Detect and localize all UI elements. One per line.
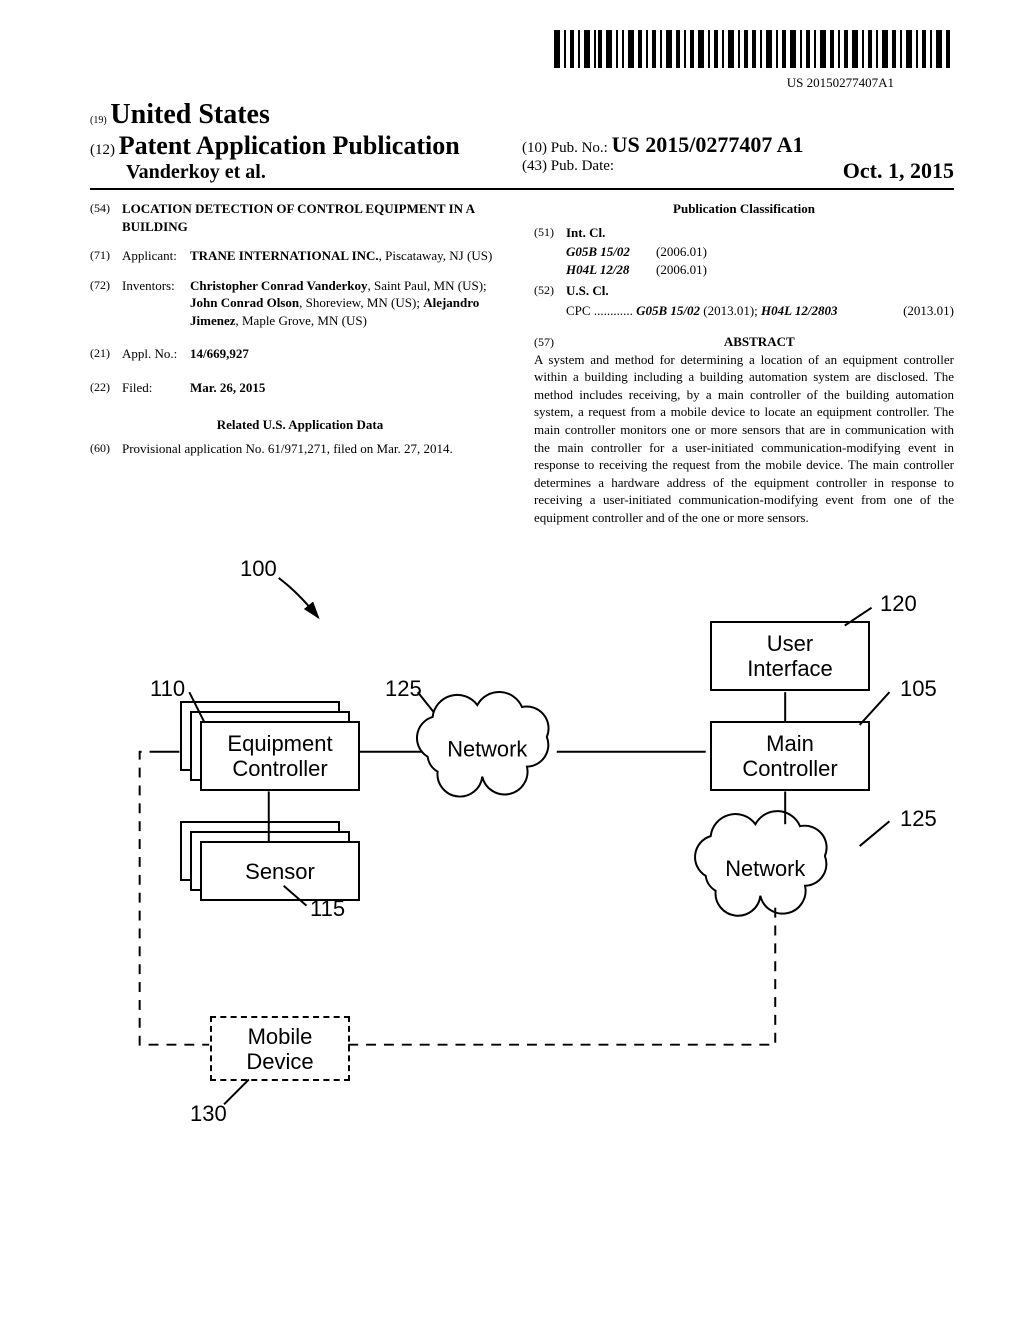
f22-num: (22) bbox=[90, 379, 122, 397]
inventor-1: Christopher Conrad Vanderkoy bbox=[190, 278, 367, 293]
invention-title: LOCATION DETECTION OF CONTROL EQUIPMENT … bbox=[122, 200, 510, 235]
abstract-heading: ABSTRACT bbox=[724, 334, 795, 349]
f72-label: Inventors: bbox=[122, 277, 190, 330]
f21-num: (21) bbox=[90, 345, 122, 363]
authors: Vanderkoy et al. bbox=[90, 161, 522, 184]
ref-130: 130 bbox=[190, 1101, 227, 1127]
barcode-area bbox=[90, 30, 954, 73]
publication-date: Oct. 1, 2015 bbox=[843, 158, 954, 184]
f71-label: Applicant: bbox=[122, 247, 190, 265]
inventors: Christopher Conrad Vanderkoy, Saint Paul… bbox=[190, 277, 510, 330]
f21-label: Appl. No.: bbox=[122, 345, 190, 363]
intcl-code-1: G05B 15/02 bbox=[566, 243, 656, 261]
inventor-2: John Conrad Olson bbox=[190, 295, 299, 310]
pubno-label: Pub. No.: bbox=[551, 140, 608, 156]
uscl-label: U.S. Cl. bbox=[566, 283, 609, 298]
code-10: (10) bbox=[522, 140, 547, 156]
cpc: CPC ............ G05B 15/02 (2013.01); H… bbox=[534, 302, 954, 320]
pubdate-label: Pub. Date: bbox=[551, 158, 614, 174]
ref-105: 105 bbox=[900, 676, 937, 702]
barcode-icon bbox=[554, 30, 954, 68]
cloud-network-2-label: Network bbox=[725, 856, 805, 881]
f22-label: Filed: bbox=[122, 379, 190, 397]
intcl-date-1: (2006.01) bbox=[656, 243, 707, 261]
filed-date: Mar. 26, 2015 bbox=[190, 380, 265, 395]
intcl-label: Int. Cl. bbox=[566, 225, 605, 240]
code-19: (19) bbox=[90, 115, 107, 126]
publication-number: US 2015/0277407 A1 bbox=[612, 132, 804, 157]
ref-125a: 125 bbox=[385, 676, 422, 702]
f57-num: (57) bbox=[534, 334, 566, 350]
ref-110: 110 bbox=[150, 676, 185, 702]
f71-num: (71) bbox=[90, 247, 122, 265]
left-column: (54) LOCATION DETECTION OF CONTROL EQUIP… bbox=[90, 200, 510, 526]
intcl-row: G05B 15/02 (2006.01) bbox=[566, 243, 954, 261]
f72-num: (72) bbox=[90, 277, 122, 330]
related-heading: Related U.S. Application Data bbox=[90, 416, 510, 434]
ref-125b: 125 bbox=[900, 806, 937, 832]
box-sensor: Sensor bbox=[200, 841, 360, 901]
code-12: (12) bbox=[90, 142, 115, 158]
intcl-code-2: H04L 12/28 bbox=[566, 261, 656, 279]
box-user-interface: User Interface bbox=[710, 621, 870, 691]
intcl-date-2: (2006.01) bbox=[656, 261, 707, 279]
applicant-loc: , Piscataway, NJ (US) bbox=[379, 248, 493, 263]
applicant: TRANE INTERNATIONAL INC., Piscataway, NJ… bbox=[190, 247, 510, 265]
cpc-1: G05B 15/02 bbox=[636, 303, 700, 318]
classification-heading: Publication Classification bbox=[534, 200, 954, 218]
f54-num: (54) bbox=[90, 200, 122, 235]
applicant-name: TRANE INTERNATIONAL INC. bbox=[190, 248, 379, 263]
header: (19) United States (12) Patent Applicati… bbox=[90, 99, 954, 190]
abstract-text: A system and method for determining a lo… bbox=[534, 351, 954, 526]
right-column: Publication Classification (51) Int. Cl.… bbox=[534, 200, 954, 526]
provisional: Provisional application No. 61/971,271, … bbox=[122, 440, 510, 458]
cloud-network-1-label: Network bbox=[447, 737, 527, 762]
country: United States bbox=[110, 99, 269, 130]
ref-100: 100 bbox=[240, 556, 277, 582]
f51-num: (51) bbox=[534, 224, 566, 242]
f52-num: (52) bbox=[534, 282, 566, 300]
appl-no: 14/669,927 bbox=[190, 346, 249, 361]
cloud-network-1: Network bbox=[417, 692, 549, 797]
code-43: (43) bbox=[522, 158, 547, 174]
intcl-row: H04L 12/28 (2006.01) bbox=[566, 261, 954, 279]
cloud-network-2: Network bbox=[695, 811, 827, 916]
ref-120: 120 bbox=[880, 591, 917, 617]
cpc-2: H04L 12/2803 bbox=[761, 303, 837, 318]
box-main-controller: Main Controller bbox=[710, 721, 870, 791]
box-mobile-device: Mobile Device bbox=[210, 1016, 350, 1081]
f60-num: (60) bbox=[90, 440, 122, 458]
publication-type: Patent Application Publication bbox=[119, 131, 460, 160]
figure-1: 100 110 115 120 125 125 105 130 User Int… bbox=[90, 556, 954, 1156]
barcode-number: US 20150277407A1 bbox=[90, 75, 894, 91]
box-equipment-controller: Equipment Controller bbox=[200, 721, 360, 791]
